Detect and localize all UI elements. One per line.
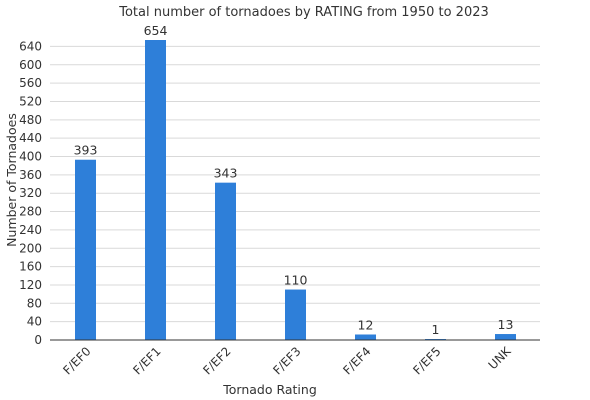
y-tick-label: 560 (19, 76, 42, 90)
bars (75, 40, 516, 340)
y-tick-label: 280 (19, 205, 42, 219)
y-tick-label: 440 (19, 131, 42, 145)
y-tick-label: 200 (19, 241, 42, 255)
bar (145, 40, 166, 340)
y-axis-title: Number of Tornadoes (4, 113, 19, 247)
y-tick-label: 240 (19, 223, 42, 237)
x-tick-label: F/EF1 (130, 344, 163, 377)
x-tick-label: F/EF5 (410, 344, 443, 377)
y-tick-label: 520 (19, 94, 42, 108)
x-axis-ticks: F/EF0 F/EF1 F/EF2 F/EF3 F/EF4 F/EF5 UNK (60, 343, 514, 377)
x-tick-label: UNK (486, 343, 515, 372)
data-label: 393 (74, 143, 98, 158)
y-tick-label: 80 (27, 296, 42, 310)
bar (215, 182, 236, 340)
y-tick-label: 320 (19, 186, 42, 200)
bar (355, 334, 376, 340)
y-tick-label: 480 (19, 113, 42, 127)
y-tick-label: 160 (19, 260, 42, 274)
y-tick-label: 640 (19, 39, 42, 53)
data-label: 343 (214, 166, 238, 181)
gridlines (50, 45, 540, 323)
data-label: 110 (284, 273, 308, 288)
y-tick-label: 0 (34, 333, 42, 347)
bar (495, 334, 516, 340)
data-label: 654 (144, 23, 168, 38)
y-tick-label: 600 (19, 58, 42, 72)
y-tick-label: 40 (27, 315, 42, 329)
x-tick-label: F/EF4 (340, 344, 373, 377)
x-axis-title: Tornado Rating (222, 382, 317, 397)
x-tick-label: F/EF3 (270, 344, 303, 377)
data-labels: 393 654 343 110 12 1 13 (74, 23, 514, 337)
y-tick-label: 120 (19, 278, 42, 292)
bar (75, 159, 96, 340)
x-tick-label: F/EF2 (200, 344, 233, 377)
y-tick-label: 360 (19, 168, 42, 182)
data-label: 13 (498, 317, 514, 332)
bar (285, 289, 306, 340)
data-label: 12 (358, 317, 374, 332)
data-label: 1 (432, 322, 440, 337)
y-axis-ticks: 0 40 80 120 160 200 240 280 320 360 400 440 480 520 56… (19, 39, 42, 347)
y-tick-label: 400 (19, 150, 42, 164)
x-tick-label: F/EF0 (60, 344, 93, 377)
chart-title: Total number of tornadoes by RATING from… (118, 5, 489, 20)
